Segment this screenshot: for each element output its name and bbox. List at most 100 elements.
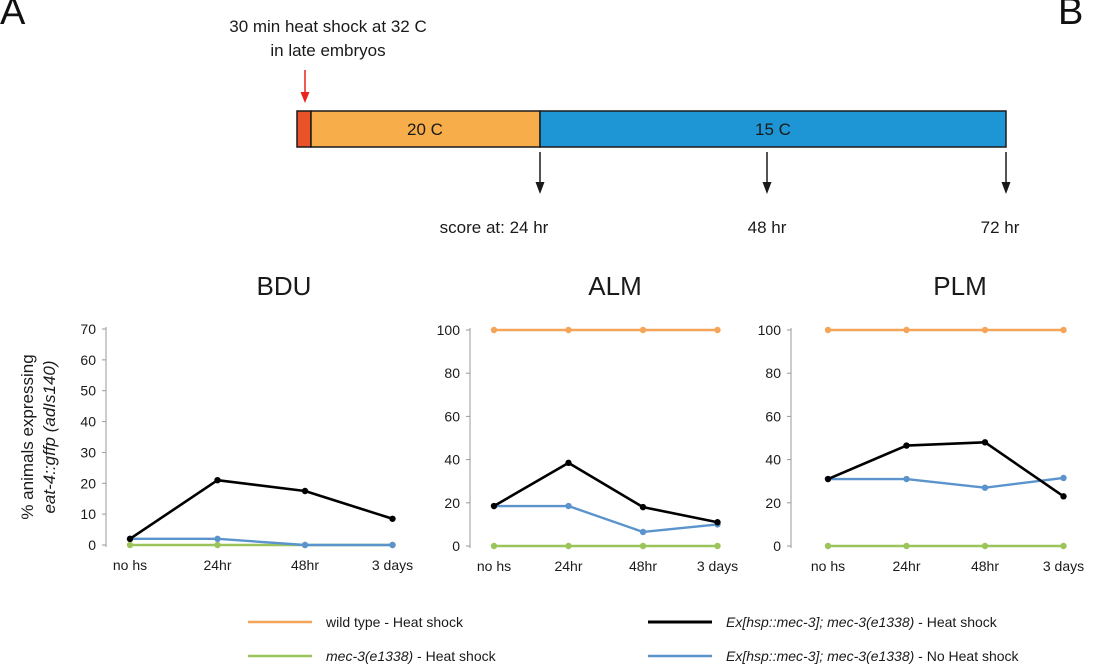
data-point-ex_hs [903,442,910,449]
heat-shock-note-line2: in late embryos [270,41,385,60]
y-tick-label: 20 [444,495,460,511]
data-point-wt_hs [639,326,647,334]
timeline-label-15c: 15 C [755,120,791,139]
legend-label-rest: - No Heat shock [914,648,1019,664]
y-tick-label: 60 [765,408,781,424]
score-arrow-72-icon [1001,152,1011,194]
chart-title: PLM [933,271,986,301]
timeline-label-20c: 20 C [407,120,443,139]
data-point-ex_hs [301,487,309,495]
series-line-ex_hs [827,441,1065,498]
data-point-ex_hs [981,439,989,446]
data-point-mec3_hs [639,542,647,550]
data-point-ex_hs [126,535,134,543]
y-tick-label: 30 [80,444,96,460]
x-tick-label: 48hr [629,558,657,574]
data-point-ex_hs [639,503,647,511]
data-point-ex_hs [389,515,396,522]
y-tick-label: 80 [444,365,460,381]
chart-bdu: BDU 0 10 20 30 40 50 60 70 no hs 24hr 48hr 3 days [80,271,413,573]
chart-alm: ALM 0 20 40 60 80 100 no hs 24hr 48hr 3 days [437,271,738,574]
series-line-ex_hs [129,478,393,540]
score-arrow-48-icon [762,152,772,194]
legend-label-mec3_hs: mec-3(e1338) - Heat shock [326,648,497,664]
chart-title: ALM [588,271,641,301]
y-tick-label: 60 [444,408,460,424]
panel-label-b: B [1058,0,1083,33]
data-point-mec3_hs [214,541,221,549]
data-point-ex_nohs [903,475,910,483]
data-point-ex_nohs [301,541,309,549]
legend-label-rest: wild type - Heat shock [325,614,464,630]
y-tick-label: 20 [765,495,781,511]
data-point-ex_nohs [214,535,221,543]
data-point-wt_hs [903,326,910,334]
y-axis-label-line1: % animals expressing [18,354,37,519]
data-point-wt_hs [981,326,989,334]
legend-label-italic: Ex[hsp::mec-3]; mec-3(e1338) [726,648,914,664]
series-line-ex_nohs [828,476,1064,489]
data-point-ex_nohs [639,528,647,536]
score-label-24: score at: 24 hr [440,218,549,237]
y-tick-label: 80 [765,365,781,381]
chart-title: BDU [257,271,312,301]
y-tick-label: 70 [80,321,96,337]
y-axis-label: % animals expressing eat-4::gffp (adIs14… [18,354,59,519]
heat-shock-arrow-icon [300,70,310,103]
data-point-mec3_hs [1060,542,1067,550]
data-point-wt_hs [1060,326,1067,334]
legend-label-italic: mec-3(e1338) [326,648,413,664]
y-tick-label: 100 [758,322,782,338]
legend-label-italic: Ex[hsp::mec-3]; mec-3(e1338) [726,614,914,630]
series-line-ex_hs [493,461,718,524]
timeline-segment-heat-shock [296,110,312,148]
score-label-48: 48 hr [748,218,787,237]
data-point-ex_hs [490,502,498,510]
x-tick-label: no hs [113,557,147,573]
data-point-ex_nohs [981,484,989,491]
legend-label-wt_hs: wild type - Heat shock [325,614,464,630]
data-point-mec3_hs [126,541,134,549]
data-point-mec3_hs [490,542,498,550]
data-point-ex_nohs [565,502,572,510]
y-tick-label: 10 [80,506,96,522]
data-point-wt_hs [490,326,498,334]
data-point-mec3_hs [565,542,572,550]
heat-shock-note-line1: 30 min heat shock at 32 C [229,17,427,36]
legend-label-ex_nohs: Ex[hsp::mec-3]; mec-3(e1338) - No Heat s… [726,648,1020,664]
y-tick-label: 20 [80,475,96,491]
x-tick-label: no hs [477,558,511,574]
data-point-ex_hs [214,477,221,484]
x-tick-label: no hs [811,558,845,574]
data-point-mec3_hs [824,542,832,550]
legend-label-rest: - Heat shock [413,648,496,664]
y-tick-label: 0 [773,538,781,554]
data-point-ex_hs [824,475,832,483]
y-tick-label: 60 [80,352,96,368]
y-tick-label: 40 [80,414,96,430]
x-tick-label: 24hr [892,558,920,574]
score-label-72: 72 hr [981,218,1020,237]
x-tick-label: 3 days [697,558,738,574]
data-point-mec3_hs [981,542,989,550]
data-point-ex_nohs [1060,474,1067,482]
y-tick-label: 0 [452,538,460,554]
chart-plm: PLM 0 20 40 60 80 100 no hs 24hr 48hr 3 days [758,271,1084,574]
legend-label-rest: - Heat shock [914,614,997,630]
data-point-wt_hs [824,326,832,334]
score-arrow-24-icon [535,152,545,194]
data-point-mec3_hs [714,542,721,550]
data-point-ex_hs [714,519,721,526]
y-tick-label: 50 [80,383,96,399]
data-point-ex_hs [1060,493,1067,500]
legend-label-ex_hs: Ex[hsp::mec-3]; mec-3(e1338) - Heat shoc… [726,614,998,630]
panel-label-a: A [0,0,26,33]
data-point-ex_hs [565,459,572,467]
x-tick-label: 48hr [291,557,319,573]
y-tick-label: 40 [444,452,460,468]
x-tick-label: 3 days [372,557,413,573]
x-tick-label: 48hr [971,558,999,574]
y-tick-label: 100 [437,322,461,338]
